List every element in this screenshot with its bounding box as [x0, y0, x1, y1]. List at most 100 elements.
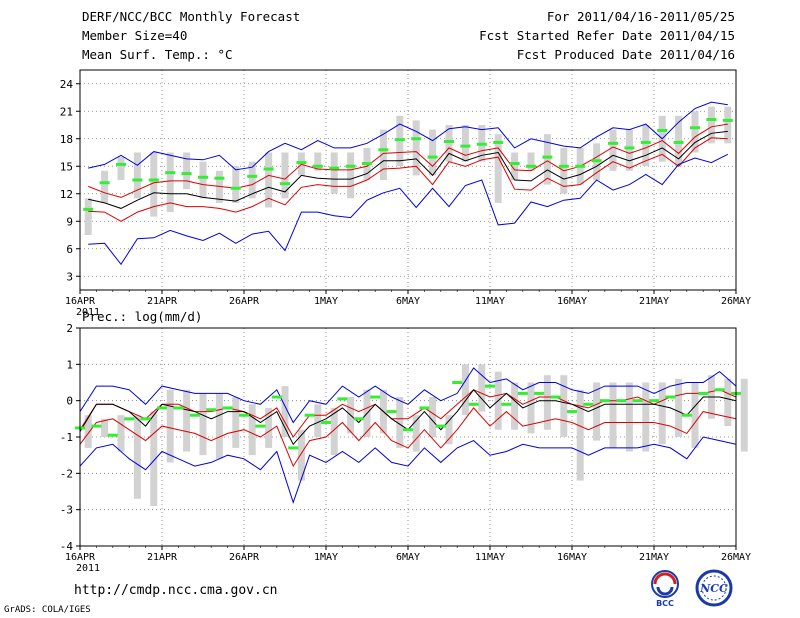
precipitation-range-box — [625, 382, 633, 452]
temperature-y-tick-label: 21 — [60, 105, 73, 118]
precipitation-range-box — [412, 415, 420, 452]
precipitation-median-mark — [173, 406, 184, 410]
precipitation-median-mark — [534, 391, 545, 395]
temperature-median-mark — [214, 176, 225, 180]
temperature-median-mark — [378, 148, 389, 152]
precipitation-range-box — [429, 397, 437, 437]
precipitation-median-mark — [107, 433, 118, 437]
precipitation-median-mark — [616, 399, 627, 403]
temperature-range-box — [232, 166, 240, 203]
bcc-logo-text: BCC — [656, 599, 674, 607]
temperature-x-tick-label: 6MAY — [396, 296, 420, 307]
temperature-median-mark — [83, 207, 94, 211]
refer-date: Fcst Started Refer Date 2011/04/15 — [479, 28, 735, 43]
precipitation-range-box — [117, 415, 125, 452]
temperature-median-mark — [444, 140, 454, 143]
precipitation-median-mark — [288, 446, 299, 450]
precipitation-range-box — [527, 382, 535, 434]
temperature-y-tick-label: 9 — [66, 215, 73, 228]
precipitation-y-tick-label: 2 — [66, 322, 73, 335]
precipitation-median-mark — [157, 406, 167, 410]
temperature-median-mark — [640, 140, 651, 144]
precipitation-x-tick-label: 1MAY — [314, 552, 338, 563]
precipitation-range-box — [724, 378, 732, 427]
precipitation-x-tick-label: 26APR — [229, 552, 260, 563]
temperature-range-box — [642, 125, 650, 167]
temperature-year-label: 2011 — [76, 307, 100, 318]
precipitation-range-box — [166, 389, 174, 463]
temperature-range-box — [248, 161, 256, 199]
temperature-median-mark — [198, 175, 208, 179]
source-url[interactable]: http://cmdp.ncc.cma.gov.cn — [74, 583, 278, 598]
variable-label: Mean Surf. Temp.: °C — [82, 47, 233, 62]
temperature-median-mark — [476, 142, 487, 146]
temperature-chart: 3 6 9 12 15 18 21 24 16APR 21APR 26APR 1MAY 6MAY 11MA… — [60, 69, 751, 318]
precipitation-max-line — [79, 367, 737, 424]
precipitation-range-box — [330, 407, 338, 456]
precipitation-median-mark — [452, 381, 463, 384]
precipitation-x-tick-label: 21APR — [147, 552, 178, 563]
temperature-median-mark — [706, 118, 717, 121]
precipitation-range-box — [248, 404, 256, 456]
precipitation-range-box — [215, 393, 223, 459]
temperature-median-mark — [509, 162, 520, 165]
temperature-range-box — [183, 152, 191, 190]
temperature-median-mark — [673, 140, 684, 144]
precipitation-median-mark — [337, 397, 348, 401]
temperature-median-mark — [722, 118, 733, 122]
temperature-median-mark — [312, 164, 323, 168]
precipitation-y-tick-label: 1 — [66, 358, 73, 371]
precipitation-range-box — [576, 389, 584, 481]
precipitation-chart: -4 -3 -2 -1 0 1 2 16APR 21APR 26APR 1MAY 6MAY 11MAY 1… — [60, 322, 751, 574]
precipitation-range-box — [511, 382, 519, 430]
precipitation-upper-line — [79, 389, 737, 438]
precipitation-median-mark — [370, 395, 381, 399]
temperature-y-tick-label: 24 — [60, 78, 74, 91]
precipitation-year-label: 2011 — [76, 563, 100, 574]
precipitation-median-mark — [599, 399, 610, 403]
precipitation-median-mark — [517, 391, 528, 395]
temperature-x-tick-label: 21APR — [147, 296, 178, 307]
temperature-range-box — [314, 152, 322, 171]
temperature-range-box — [724, 106, 732, 144]
precipitation-x-tick-label: 16APR — [65, 552, 96, 563]
precipitation-range-box — [609, 382, 617, 448]
ncc-logo: NCC — [695, 569, 733, 607]
precipitation-range-box — [445, 415, 453, 445]
temperature-median-mark — [526, 164, 536, 168]
temperature-median-mark — [542, 155, 553, 159]
temperature-x-tick-label: 16MAY — [557, 296, 587, 307]
temperature-range-box — [707, 106, 715, 144]
temperature-x-tick-label: 11MAY — [475, 296, 505, 307]
precipitation-y-tick-label: -3 — [60, 504, 73, 517]
temperature-range-box — [609, 129, 617, 171]
temperature-range-box — [330, 152, 338, 194]
temperature-median-mark — [132, 178, 143, 182]
precipitation-median-mark — [386, 410, 397, 414]
temperature-range-box — [625, 129, 633, 171]
temperature-median-mark — [230, 186, 241, 190]
precipitation-range-box — [297, 429, 305, 481]
precipitation-median-mark — [304, 413, 315, 417]
precipitation-median-mark — [419, 406, 430, 410]
temperature-median-mark — [296, 161, 307, 165]
temperature-upper-line — [88, 123, 728, 198]
precipitation-median-mark — [91, 424, 102, 428]
precipitation-range-box — [675, 378, 683, 437]
temperature-x-tick-label: 21MAY — [639, 296, 669, 307]
temperature-range-box — [691, 111, 699, 153]
precipitation-x-tick-label: 11MAY — [475, 552, 505, 563]
temperature-median-mark — [165, 171, 176, 175]
temperature-median-mark — [460, 144, 471, 148]
temperature-median-mark — [345, 164, 356, 168]
temperature-median-mark — [116, 162, 126, 166]
temperature-y-tick-label: 6 — [66, 243, 73, 256]
precipitation-y-tick-label: -1 — [60, 431, 73, 444]
precipitation-range-box — [199, 393, 207, 456]
precipitation-median-mark — [140, 417, 151, 421]
temperature-range-box — [379, 129, 387, 180]
temperature-y-tick-label: 15 — [60, 160, 73, 173]
precipitation-y-tick-label: 0 — [66, 395, 73, 408]
temperature-median-mark — [329, 166, 340, 170]
precipitation-median-mark — [649, 399, 659, 403]
